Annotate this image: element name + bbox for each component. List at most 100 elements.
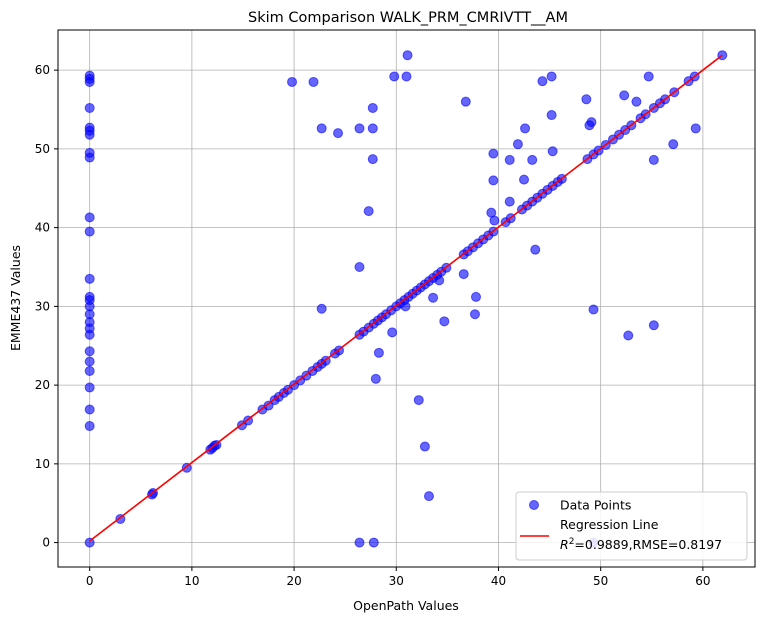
- legend-stat-r: R: [560, 537, 569, 552]
- data-point: [631, 96, 642, 107]
- data-point: [84, 404, 95, 415]
- x-tick-label: 20: [286, 574, 301, 588]
- grid-lines: [58, 30, 755, 567]
- data-point: [84, 212, 95, 223]
- data-point: [527, 154, 538, 165]
- data-point: [643, 71, 654, 82]
- plot-frame: [57, 29, 756, 568]
- x-tick-label: 40: [491, 574, 506, 588]
- data-point: [389, 71, 400, 82]
- data-point: [434, 275, 445, 286]
- data-point: [368, 537, 379, 548]
- data-point: [333, 128, 344, 139]
- x-tick-label: 10: [184, 574, 199, 588]
- data-point: [619, 90, 630, 101]
- data-point: [648, 320, 659, 331]
- chart-title: Skim Comparison WALK_PRM_CMRIVTT__AM: [248, 10, 568, 26]
- data-point: [423, 491, 434, 502]
- data-point: [316, 303, 327, 314]
- y-tick-label: 60: [35, 63, 50, 77]
- data-point: [84, 273, 95, 284]
- data-point: [586, 117, 597, 128]
- data-point: [458, 269, 469, 280]
- legend: Data Points Regression Line R2=0.9889,RM…: [515, 491, 748, 561]
- legend-label-regression: Regression Line: [560, 517, 659, 532]
- y-axis-ticks: 0 10 20 30 40 50 60: [35, 63, 58, 550]
- data-point: [489, 215, 500, 226]
- data-point: [354, 537, 365, 548]
- legend-box: [515, 491, 748, 561]
- y-axis-label: EMME437 Values: [8, 245, 23, 351]
- regression-layer: [89, 54, 723, 542]
- regression-line: [89, 54, 723, 542]
- y-tick-label: 20: [35, 378, 50, 392]
- data-point: [520, 123, 531, 134]
- data-point: [623, 330, 634, 341]
- data-point: [84, 346, 95, 357]
- data-point: [84, 365, 95, 376]
- data-point: [263, 400, 274, 411]
- x-tick-label: 60: [695, 574, 710, 588]
- data-point: [84, 291, 95, 302]
- x-axis-ticks: 0 10 20 30 40 50 60: [86, 567, 711, 588]
- data-point: [488, 175, 499, 186]
- data-point: [439, 316, 450, 327]
- data-point: [690, 123, 701, 134]
- data-point: [547, 146, 558, 157]
- data-point: [512, 139, 523, 150]
- data-point: [387, 327, 398, 338]
- data-point: [84, 356, 95, 367]
- data-point: [648, 154, 659, 165]
- data-point: [84, 122, 95, 133]
- y-tick-label: 10: [35, 457, 50, 471]
- legend-stat-line: R2=0.9889,RMSE=0.8197: [560, 537, 722, 552]
- data-point: [84, 147, 95, 158]
- data-point: [419, 441, 430, 452]
- data-point: [546, 71, 557, 82]
- data-point: [354, 262, 365, 273]
- data-point: [504, 154, 515, 165]
- x-tick-label: 50: [593, 574, 608, 588]
- data-point: [413, 395, 424, 406]
- y-tick-label: 0: [42, 536, 50, 550]
- data-point: [581, 94, 592, 105]
- data-point: [530, 244, 541, 255]
- data-point: [519, 174, 530, 185]
- data-point: [401, 71, 412, 82]
- data-point: [287, 76, 298, 87]
- x-tick-label: 30: [389, 574, 404, 588]
- y-tick-label: 30: [35, 299, 50, 313]
- data-point: [400, 301, 411, 312]
- legend-stat-sup: 2: [569, 537, 575, 547]
- data-point: [84, 70, 95, 81]
- data-point: [546, 110, 557, 121]
- legend-marker-data-points: [529, 500, 539, 510]
- y-tick-label: 50: [35, 142, 50, 156]
- data-point: [373, 347, 384, 358]
- data-point: [84, 102, 95, 113]
- data-point: [367, 123, 378, 134]
- data-point: [470, 291, 481, 302]
- x-axis-label: OpenPath Values: [353, 598, 459, 613]
- data-point: [84, 421, 95, 432]
- data-point: [504, 196, 515, 207]
- y-tick-label: 40: [35, 221, 50, 235]
- legend-stat-values: =0.9889,RMSE=0.8197: [574, 537, 722, 552]
- x-tick-label: 0: [86, 574, 94, 588]
- data-point: [469, 309, 480, 320]
- data-point: [588, 304, 599, 315]
- data-point: [84, 226, 95, 237]
- data-point: [363, 206, 374, 217]
- data-point: [367, 154, 378, 165]
- data-point: [460, 96, 471, 107]
- data-point: [308, 76, 319, 87]
- data-point: [668, 139, 679, 150]
- data-point: [316, 123, 327, 134]
- data-point: [537, 76, 548, 87]
- data-point: [84, 382, 95, 393]
- data-point: [84, 537, 95, 548]
- data-point: [428, 292, 439, 303]
- data-point: [488, 148, 499, 159]
